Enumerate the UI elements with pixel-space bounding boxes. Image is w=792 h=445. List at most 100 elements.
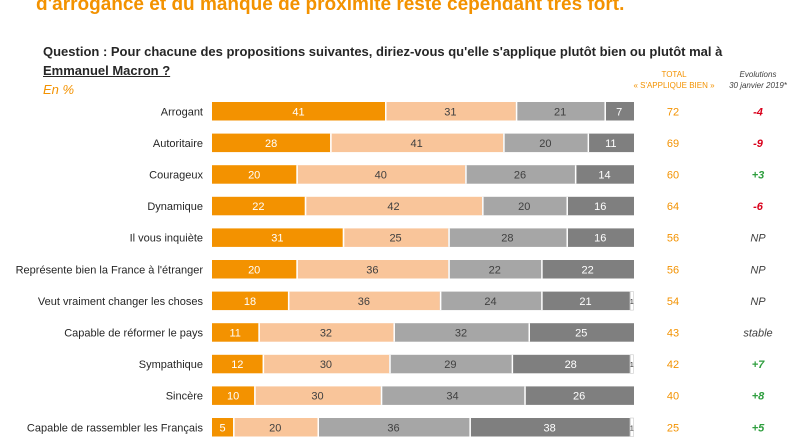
bar-segment — [287, 291, 440, 311]
bar-value-label: 25 — [575, 327, 587, 339]
bar-separator — [262, 354, 265, 374]
total-value: 40 — [667, 391, 679, 403]
bar-segment — [630, 417, 634, 437]
bar-value-label: 30 — [311, 391, 323, 403]
bar-segment — [524, 386, 634, 405]
bar-value-label: 31 — [271, 233, 283, 245]
bar-segment — [482, 196, 567, 216]
evolution-value: NP — [750, 296, 766, 308]
bar-segment — [389, 354, 512, 374]
bar-separator — [469, 418, 471, 437]
bar-value-label: 41 — [292, 106, 304, 118]
total-value: 54 — [667, 296, 679, 308]
bar-segment — [604, 102, 634, 121]
bar-separator — [465, 165, 467, 184]
bar-segment — [233, 418, 318, 437]
evolution-value: -6 — [753, 201, 764, 213]
bar-value-label: 40 — [375, 169, 387, 181]
bar-value-label: 22 — [252, 201, 264, 213]
headline: d'arrogance et du manque de proximité re… — [36, 0, 625, 15]
bar-separator — [380, 386, 383, 405]
bar-value-label: 30 — [320, 359, 332, 371]
bar-segment — [574, 165, 634, 184]
bar-value-label: 20 — [248, 264, 260, 276]
bar-segment — [342, 228, 449, 247]
bar-segment — [469, 418, 630, 437]
question-text: Question : Pour chacune des propositions… — [43, 42, 783, 80]
bar-value-label: 7 — [616, 106, 622, 118]
category-label: Il vous inquiète — [130, 233, 203, 245]
bar-segment — [630, 354, 634, 374]
bar-value-label: 12 — [231, 359, 243, 371]
evolution-value: +3 — [752, 169, 765, 181]
bar-value-label: 26 — [514, 169, 526, 181]
bar-segment — [212, 102, 386, 121]
bar-segment — [212, 386, 255, 405]
bar-segment — [212, 418, 234, 437]
bar-segment — [380, 386, 525, 405]
bar-separator — [524, 386, 526, 405]
bar-separator — [482, 196, 484, 216]
bar-segment — [393, 323, 529, 342]
bar-segment — [541, 291, 630, 311]
bar-value-label: 1 — [630, 299, 634, 306]
bar-separator — [511, 354, 514, 374]
bar-value-label: 22 — [489, 264, 501, 276]
bar-value-label: 28 — [565, 359, 577, 371]
question-subject: Emmanuel Macron ? — [43, 63, 171, 78]
bar-separator — [393, 323, 395, 342]
bar-value-label: 32 — [320, 327, 332, 339]
bar-segment — [212, 291, 288, 311]
bar-separator — [287, 291, 290, 311]
total-column-header: TOTAL « S'APPLIQUE BIEN » — [628, 69, 720, 91]
bar-value-label: 21 — [554, 106, 566, 118]
bar-value-label: 21 — [579, 296, 591, 308]
bar-segment — [212, 196, 305, 216]
bar-separator — [574, 165, 577, 184]
bar-segment — [541, 260, 634, 279]
total-value: 56 — [667, 233, 679, 245]
evolution-value: +5 — [752, 422, 765, 434]
bar-value-label: 31 — [444, 106, 456, 118]
bar-value-label: 28 — [501, 233, 513, 245]
bar-segment — [528, 323, 634, 342]
bar-segment — [317, 418, 470, 437]
bar-separator — [296, 260, 298, 279]
bar-value-label: 32 — [455, 327, 467, 339]
total-header-line1: TOTAL — [661, 70, 687, 79]
bar-separator — [317, 418, 319, 437]
bar-segment — [296, 260, 449, 279]
evolution-header-line2: 30 janvier 2019* — [729, 81, 787, 90]
category-label: Veut vraiment changer les choses — [38, 296, 204, 308]
bar-separator — [503, 133, 505, 153]
bar-separator — [304, 196, 307, 216]
total-value: 56 — [667, 264, 679, 276]
bar-segment — [212, 133, 331, 153]
bar-value-label: 34 — [446, 391, 458, 403]
bar-value-label: 11 — [605, 138, 616, 150]
category-label: Courageux — [149, 169, 203, 181]
bar-value-label: 20 — [269, 422, 281, 434]
bar-value-label: 29 — [444, 359, 456, 371]
bar-segment — [566, 228, 634, 247]
total-value: 69 — [667, 138, 679, 150]
bar-segment — [566, 196, 634, 216]
bar-separator — [254, 386, 256, 405]
bar-value-label: 20 — [248, 169, 260, 181]
bar-separator — [448, 228, 450, 247]
bar-value-label: 20 — [539, 138, 551, 150]
category-label: Autoritaire — [153, 138, 203, 150]
bar-segment — [630, 291, 634, 311]
bar-value-label: 20 — [518, 201, 530, 213]
bar-segment — [511, 354, 630, 374]
total-value: 72 — [667, 106, 679, 118]
total-value: 42 — [667, 359, 679, 371]
question-prefix: Question : Pour chacune des propositions… — [43, 44, 723, 59]
bar-separator — [566, 196, 568, 216]
evolution-value: stable — [743, 327, 772, 339]
bar-value-label: 14 — [598, 169, 610, 181]
bar-separator — [342, 228, 345, 247]
bar-segment — [258, 323, 394, 342]
bar-separator — [541, 260, 543, 279]
bar-separator — [385, 102, 387, 121]
